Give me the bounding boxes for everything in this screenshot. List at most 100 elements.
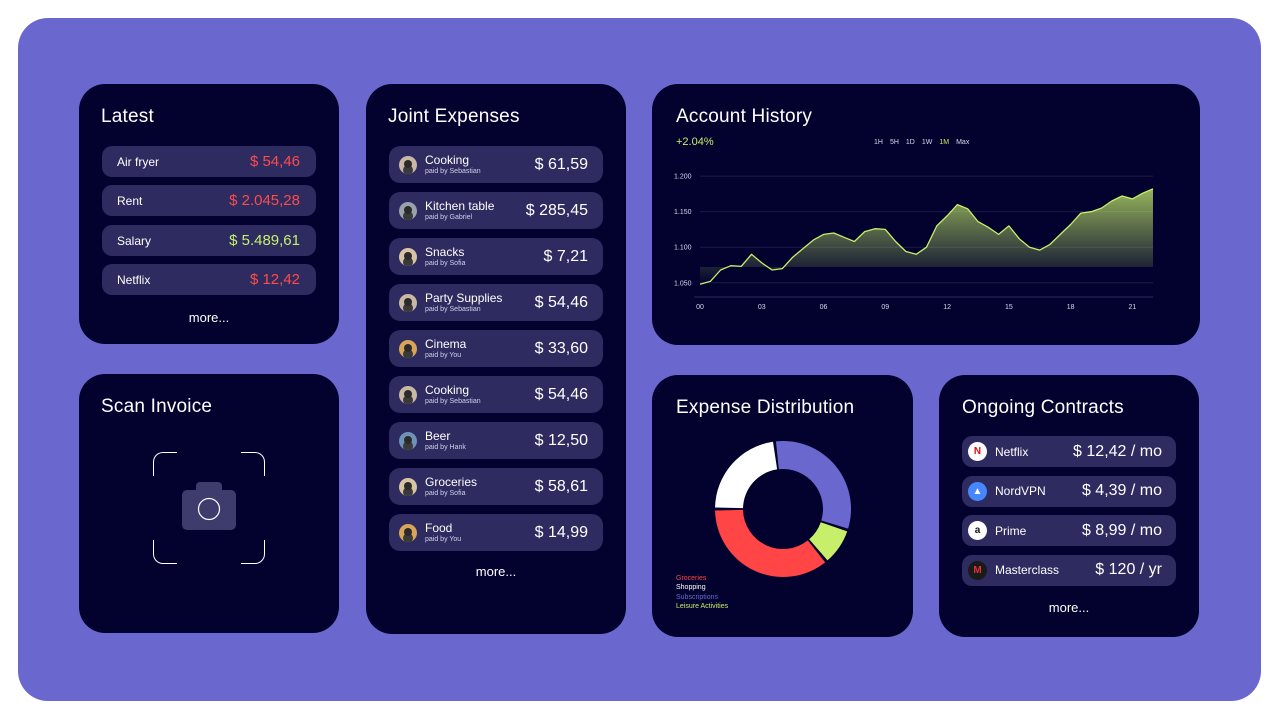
joint-expense-label: Kitchen table [425,199,495,213]
joint-expense-text: Beer paid by Hank [425,430,466,451]
latest-item-amount: $ 2.045,28 [229,192,300,209]
latest-more-link[interactable]: more... [188,310,230,325]
joint-expense-item[interactable]: Snacks paid by Sofia $ 7,21 [389,238,603,275]
contract-item[interactable]: N Netflix $ 12,42 / mo [962,436,1176,467]
joint-expense-amount: $ 12,50 [534,431,588,449]
contract-name: NordVPN [995,484,1046,498]
joint-expense-amount: $ 58,61 [534,477,588,495]
contract-amount: $ 8,99 / mo [1081,521,1162,539]
joint-expense-text: Cinema paid by You [425,338,466,359]
range-selector: 1H 5H 1D 1W 1M Max [874,139,969,146]
avatar [399,523,417,542]
avatar [399,293,417,312]
x-tick-label: 06 [820,304,828,311]
joint-expense-item[interactable]: Food paid by You $ 14,99 [389,514,603,551]
latest-item[interactable]: Air fryer $ 54,46 [102,146,316,177]
x-tick-label: 00 [696,304,704,311]
contract-name: Prime [995,523,1027,538]
scan-corner [241,452,265,476]
joint-expense-paid-by: paid by You [425,352,462,359]
range-option-1w[interactable]: 1W [921,139,933,146]
latest-item[interactable]: Netflix $ 12,42 [102,264,316,295]
history-area-fill [700,188,1153,285]
avatar [399,339,417,358]
joint-expense-item[interactable]: Cinema paid by You $ 33,60 [389,330,603,367]
scan-invoice-card[interactable]: Scan Invoice [79,374,339,633]
joint-expense-amount: $ 61,59 [534,155,588,173]
latest-item[interactable]: Salary $ 5.489,61 [102,225,316,256]
joint-expense-text: Groceries paid by Sofia [425,476,477,497]
joint-expense-label: Beer [425,429,451,443]
avatar [399,431,417,450]
nordvpn-icon: ▲ [968,481,987,501]
joint-expense-text: Kitchen table paid by Gabriel [425,200,494,221]
contract-item[interactable]: a Prime $ 8,99 / mo [962,515,1176,546]
joint-expense-label: Cooking [425,383,470,397]
joint-expense-paid-by: paid by Sebastian [425,168,481,175]
latest-item-label: Salary [117,233,152,248]
donut-slice-shopping [715,441,778,509]
donut-slice-subscriptions [775,441,851,529]
x-tick-label: 12 [943,304,951,311]
range-option-1m[interactable]: 1M [939,139,950,146]
contract-item[interactable]: M Masterclass $ 120 / yr [962,554,1176,586]
range-option-1h[interactable]: 1H [874,139,883,146]
account-history-title: Account History [676,106,813,127]
joint-expenses-card: Joint Expenses Cooking paid by Sebastian $… [366,84,626,634]
latest-item-amount: $ 54,46 [249,153,300,170]
joint-more-link[interactable]: more... [475,564,517,579]
avatar [399,155,417,174]
joint-expense-paid-by: paid by Sofia [425,490,466,497]
ongoing-contracts-card: Ongoing Contracts N Netflix $ 12,42 / mo ▲ N… [939,375,1199,637]
joint-expense-label: Cinema [425,337,467,351]
avatar [399,477,417,496]
joint-expense-item[interactable]: Cooking paid by Sebastian $ 54,46 [389,376,603,413]
joint-expense-item[interactable]: Beer paid by Hank $ 12,50 [389,422,603,459]
joint-expense-text: Cooking paid by Sebastian [425,154,481,175]
joint-expense-amount: $ 285,45 [525,201,588,219]
y-tick-label: 1.200 [674,174,692,181]
latest-item[interactable]: Rent $ 2.045,28 [102,185,316,216]
joint-expense-label: Snacks [425,245,465,259]
joint-expense-label: Party Supplies [425,291,503,305]
contract-amount: $ 120 / yr [1095,561,1162,578]
range-option-max[interactable]: Max [956,139,970,146]
joint-expense-paid-by: paid by Sebastian [425,398,481,405]
contract-amount: $ 4,39 / mo [1081,482,1162,499]
scan-frame[interactable] [153,452,265,564]
joint-expense-item[interactable]: Cooking paid by Sebastian $ 61,59 [389,146,603,183]
amazon-icon: a [968,521,987,540]
contract-name: Netflix [995,444,1029,459]
joint-expenses-title: Joint Expenses [388,106,520,127]
range-option-5h[interactable]: 5H [889,139,899,146]
scan-corner [241,540,265,564]
range-option-1d[interactable]: 1D [905,139,915,146]
latest-item-amount: $ 12,42 [249,271,300,288]
x-tick-label: 18 [1067,304,1075,311]
scan-corner [153,540,177,564]
latest-item-label: Air fryer [117,154,159,169]
x-tick-label: 09 [881,304,889,311]
x-tick-label: 21 [1129,304,1137,311]
legend-item-leisure: Leisure Activities [676,602,729,610]
expense-distribution-card: Expense Distribution Groceries Shopping … [652,375,913,637]
netflix-icon: N [968,442,987,461]
joint-expense-item[interactable]: Kitchen table paid by Gabriel $ 285,45 [389,192,603,229]
contracts-more-link[interactable]: more... [1048,600,1090,615]
legend-item-shopping: Shopping [676,584,706,592]
history-change: +2.04% [676,136,714,148]
joint-expense-text: Cooking paid by Sebastian [425,384,481,405]
masterclass-icon: M [968,560,987,580]
joint-expense-item[interactable]: Party Supplies paid by Sebastian $ 54,46 [389,284,603,321]
donut-slice-leisure-activities [809,522,848,561]
joint-expense-paid-by: paid by You [425,536,462,543]
joint-expense-label: Groceries [425,475,478,489]
joint-expense-item[interactable]: Groceries paid by Sofia $ 58,61 [389,468,603,505]
joint-expense-amount: $ 54,46 [534,293,588,311]
contract-item[interactable]: ▲ NordVPN $ 4,39 / mo [962,475,1176,507]
avatar [399,201,417,220]
joint-expense-paid-by: paid by Sebastian [425,306,481,313]
donut-slice-groceries [715,509,826,577]
avatar [399,385,417,404]
joint-expense-text: Snacks paid by Sofia [425,246,465,267]
